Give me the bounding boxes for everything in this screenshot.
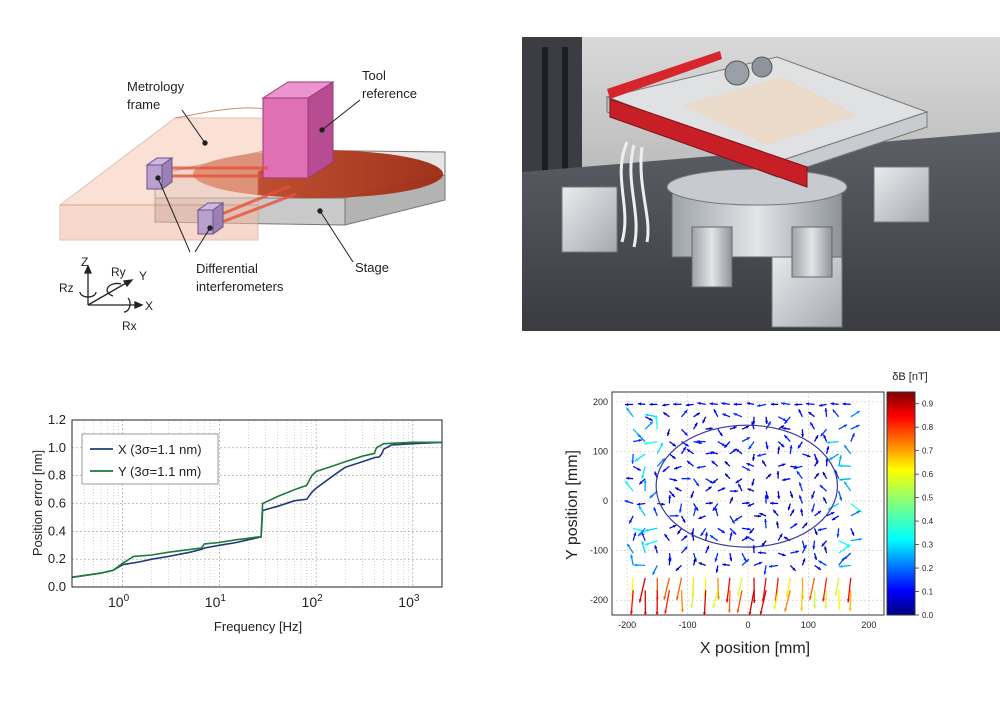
colorbar-title: δB [nT] [892,371,927,383]
colorbar-tick-label: 0.6 [922,470,934,479]
y-axis-label: Position error [nm] [30,450,45,556]
x-tick-label: 0 [745,620,750,630]
y-tick-label: 200 [593,397,608,407]
x-tick-label: -100 [679,620,697,630]
field-map-chart-svg: -200 -100 0 100 200 200 100 0 -100 -200 X positi… [520,360,1000,696]
label-frame: frame [127,97,160,112]
x-axis-label: X position [mm] [700,640,810,657]
legend: X (3σ=1.1 nm) Y (3σ=1.1 nm) [82,434,218,484]
y-tick-label: 0.0 [48,579,66,594]
x-tick-label: -200 [618,620,636,630]
y-axis-label: Y position [mm] [564,450,581,560]
x-tick-label: 200 [861,620,876,630]
x-tick-label: 101 [205,593,227,610]
axis-z-label: Z [81,255,88,269]
y-tick-label: -200 [590,595,608,605]
colorbar-tick-label: 0.3 [922,541,934,550]
field-arrow-shaft [718,578,719,600]
colorbar-tick-label: 0.9 [922,400,934,409]
colorbar-tick-label: 0.8 [922,423,934,432]
label-stage: Stage [355,260,389,275]
colorbar-tick-label: 0.5 [922,494,934,503]
label-tool: Tool [362,68,386,83]
axis-x-label: X [145,299,153,313]
axis-rz-label: Rz [59,281,74,295]
field-map-chart: -200 -100 0 100 200 200 100 0 -100 -200 X positi… [520,360,1000,696]
y-tick-label: 0 [603,496,608,506]
label-differential: Differential [196,261,258,276]
y-tick-label: 0.2 [48,551,66,566]
y-tick-label: 0.8 [48,468,66,483]
axis-rx-label: Rx [122,319,137,333]
x-tick-labels: -200 -100 0 100 200 [618,620,876,630]
y-tick-label: 0.4 [48,523,66,538]
legend-x-label: X (3σ=1.1 nm) [118,442,202,457]
colorbar-tick-label: 0.2 [922,564,934,573]
colorbar [887,392,915,615]
legend-y-label: Y (3σ=1.1 nm) [118,464,201,479]
y-tick-label: -100 [590,546,608,556]
label-metrology: Metrology [127,79,185,94]
x-axis-label: Frequency [Hz] [214,619,302,634]
y-tick-label: 1.0 [48,440,66,455]
metrology-diagram: Metrology frame Tool reference Different… [0,0,500,340]
y-tick-label: 1.2 [48,412,66,427]
interferometer-1 [147,158,172,189]
stage-photo [522,37,1000,331]
position-error-chart-svg: 0.0 0.2 0.4 0.6 0.8 1.0 1.2 100 101 102 103 X (3σ… [0,345,500,696]
x-tick-label: 100 [108,593,130,610]
x-tick-labels: 100 101 102 103 [108,593,420,610]
colorbar-tick-label: 0.7 [922,447,934,456]
y-tick-labels: 200 100 0 -100 -200 [590,397,608,605]
axis-y-label: Y [139,269,147,283]
colorbar-tick-label: 0.1 [922,588,934,597]
x-tick-label: 103 [398,593,420,610]
y-tick-label: 0.6 [48,496,66,511]
colorbar-ticks: 0.0 0.1 0.2 0.3 0.4 0.5 0.6 0.7 0.8 0.9 [915,400,934,620]
y-tick-label: 100 [593,446,608,456]
label-reference: reference [362,86,417,101]
colorbar-tick-label: 0.0 [922,611,934,620]
stage-photo-svg [522,37,1000,331]
label-interferometers: interferometers [196,279,284,294]
field-arrow-shaft [729,590,730,613]
colorbar-tick-label: 0.4 [922,517,934,526]
axis-ry-label: Ry [111,265,126,279]
y-tick-labels: 0.0 0.2 0.4 0.6 0.8 1.0 1.2 [48,412,66,594]
metrology-diagram-svg: Metrology frame Tool reference Different… [0,0,500,340]
x-tick-label: 100 [801,620,816,630]
position-error-chart: 0.0 0.2 0.4 0.6 0.8 1.0 1.2 100 101 102 103 X (3σ… [0,345,500,696]
x-tick-label: 102 [302,593,324,610]
